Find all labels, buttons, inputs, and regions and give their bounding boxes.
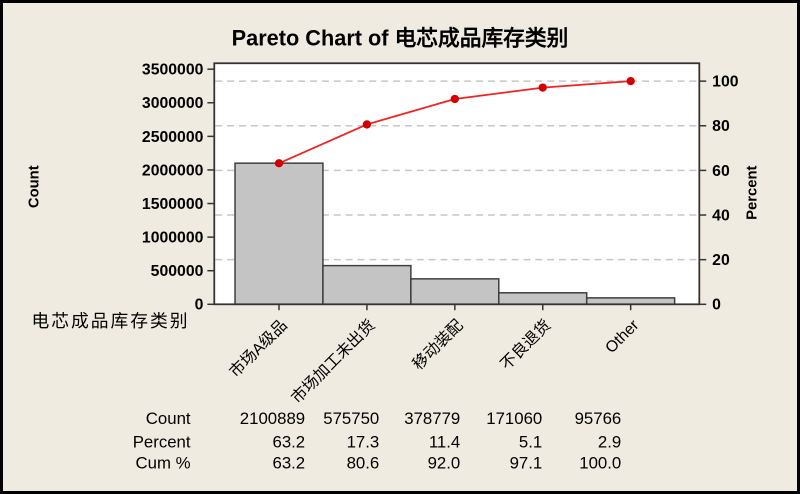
table-cell: 63.2: [272, 433, 305, 452]
right-tick-label: 80: [712, 118, 730, 135]
table-cell: 11.4: [429, 433, 460, 452]
x-axis-label: 电芯成品库存类别: [32, 311, 190, 331]
table-row-label: Cum %: [136, 453, 191, 472]
table-cell: 92.0: [428, 453, 461, 472]
right-tick-label: 20: [712, 252, 730, 269]
right-tick-label: 60: [712, 163, 730, 180]
right-tick-label: 100: [712, 74, 739, 91]
table-cell: 378779: [404, 409, 460, 428]
pareto-chart: Pareto Chart of 电芯成品库存类别 Count Percent 电…: [26, 25, 761, 472]
bar: [234, 162, 324, 306]
cumulative-marker: [362, 120, 372, 129]
table-cell: 97.1: [510, 453, 543, 472]
category-label: 市场加工未出货: [288, 316, 379, 407]
table-cell: 5.1: [519, 433, 542, 452]
left-tick-label: 2000000: [142, 162, 204, 179]
category-label: 移动装配: [409, 316, 467, 374]
left-tick-label: 1000000: [142, 230, 204, 247]
summary-table: Count 2100889 575750 378779 171060 95766 Perce…: [133, 409, 622, 472]
bar: [585, 297, 676, 306]
table-cell: 171060: [486, 409, 542, 428]
bar: [498, 292, 588, 306]
category-label: 市场A级品: [226, 316, 291, 381]
table-row-label: Percent: [133, 433, 191, 452]
table-cell: 80.6: [347, 453, 380, 472]
right-tick-label: 40: [712, 207, 730, 224]
percent-axis-label: Percent: [745, 165, 761, 219]
left-tick-label: 3000000: [142, 95, 204, 112]
left-tick-label: 3500000: [142, 62, 204, 79]
category-label: 不良退货: [497, 316, 554, 373]
table-cell: 2100889: [240, 409, 305, 428]
chart-title: Pareto Chart of 电芯成品库存类别: [232, 25, 569, 50]
cumulative-marker: [626, 76, 635, 86]
left-tick-label: 1500000: [142, 196, 204, 213]
bar: [322, 264, 412, 306]
count-axis-label: Count: [26, 165, 42, 208]
cumulative-marker: [274, 159, 284, 168]
table-cell: 2.9: [598, 433, 621, 452]
table-row-label: Count: [146, 409, 191, 428]
bar: [410, 278, 500, 306]
right-tick-label: 0: [712, 297, 721, 314]
table-cell: 95766: [575, 409, 622, 428]
table-cell: 63.2: [272, 453, 305, 472]
left-tick-label: 0: [195, 297, 204, 314]
cumulative-marker: [450, 94, 459, 104]
table-cell: 100.0: [579, 453, 621, 472]
table-cell: 17.3: [347, 433, 380, 452]
left-tick-label: 500000: [151, 263, 204, 280]
table-cell: 575750: [323, 409, 379, 428]
category-label: Other: [602, 317, 642, 357]
plot-border: [213, 62, 701, 306]
cumulative-marker: [538, 83, 547, 92]
left-tick-label: 2500000: [142, 129, 204, 146]
plot-area: 0 500000 1000000 1500000 2000000 2500000 30000…: [142, 62, 739, 407]
